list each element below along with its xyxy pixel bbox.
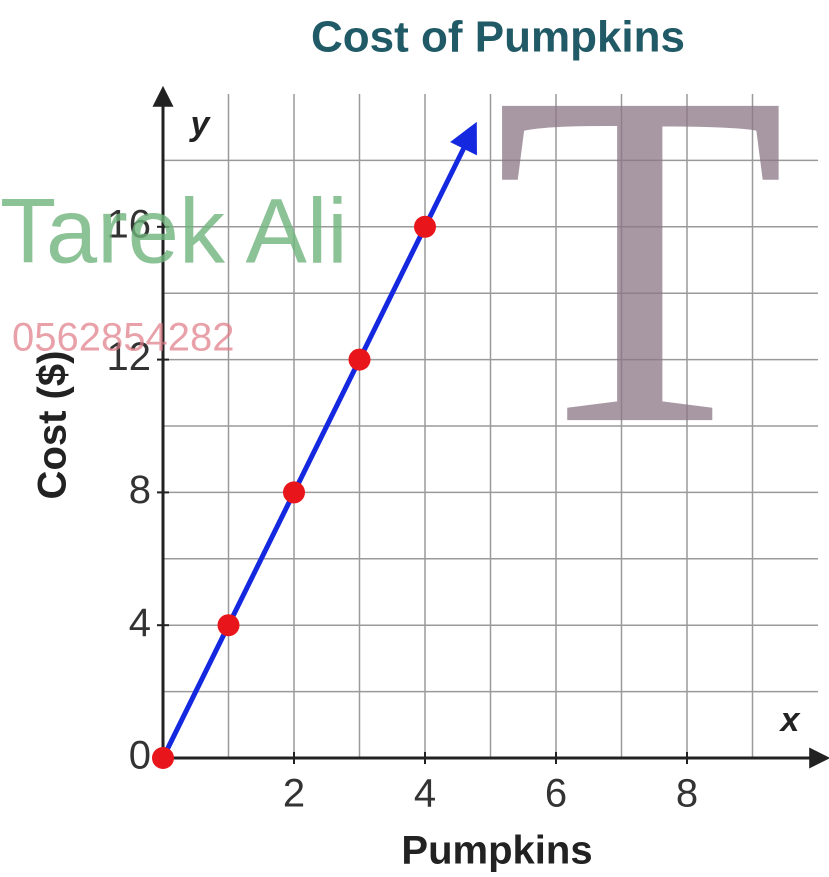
data-point xyxy=(283,481,305,503)
chart: Cost of Pumpkins xy24680481216 T Tarek A… xyxy=(0,0,829,877)
watermark-name: Tarek Ali xyxy=(0,180,348,282)
data-point xyxy=(152,747,174,769)
y-axis-label: Cost ($) xyxy=(31,351,75,500)
x-tick-label: 2 xyxy=(283,772,305,816)
y-axis-letter: y xyxy=(189,105,212,143)
x-tick-label: 6 xyxy=(545,772,567,816)
data-point xyxy=(349,349,371,371)
data-point xyxy=(414,216,436,238)
y-tick-label: 8 xyxy=(129,468,151,512)
x-tick-label: 4 xyxy=(414,772,436,816)
data-point xyxy=(218,614,240,636)
x-tick-label: 8 xyxy=(676,772,698,816)
x-axis-letter: x xyxy=(779,701,802,739)
x-axis-label: Pumpkins xyxy=(401,829,592,873)
y-tick-label: 0 xyxy=(129,734,151,778)
watermark-letter: T xyxy=(493,0,786,524)
y-tick-label: 4 xyxy=(129,601,151,645)
